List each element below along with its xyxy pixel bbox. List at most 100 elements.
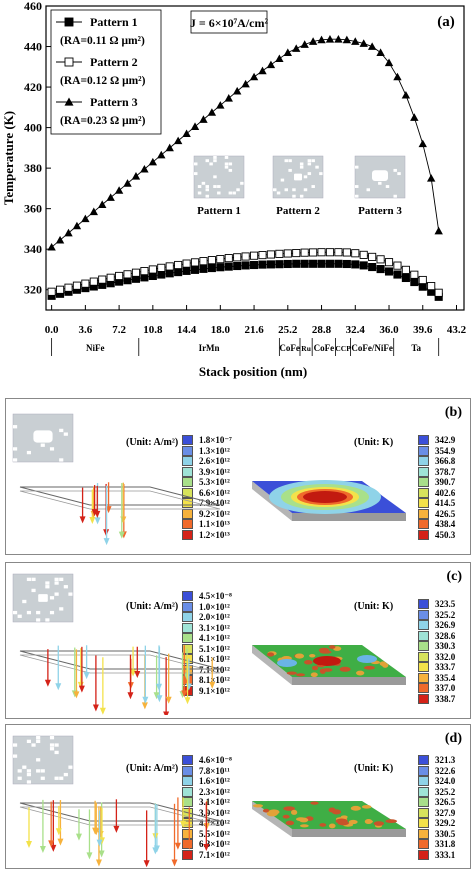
pattern-hole bbox=[26, 610, 31, 615]
current-arrow bbox=[134, 646, 141, 679]
stack-outline bbox=[19, 650, 221, 670]
data-point bbox=[190, 265, 200, 274]
pattern-hole bbox=[355, 185, 359, 188]
x-axis-label: Stack position (nm) bbox=[199, 364, 307, 379]
scale-swatch bbox=[182, 601, 193, 612]
data-point bbox=[241, 252, 250, 261]
pattern-hole bbox=[213, 175, 217, 179]
data-point bbox=[199, 115, 208, 123]
current-arrow bbox=[152, 803, 159, 855]
scale-label: 333.1 bbox=[435, 849, 456, 860]
panel-c: (c) (Unit: A/m²) 4.5×10⁻⁸ 1.0×10¹² 2.0×10¹… bbox=[5, 562, 471, 719]
scale-swatch bbox=[418, 662, 429, 673]
chart-a: 320 340 360 380 400 420 440 460 0.0 3.6 7.2 10.8 14… bbox=[1, 0, 467, 379]
data-point bbox=[249, 72, 259, 81]
scale-swatch bbox=[418, 620, 429, 631]
scale-swatch bbox=[182, 466, 193, 477]
pattern-hole bbox=[311, 159, 315, 163]
layer-label: CCP bbox=[335, 344, 351, 353]
pattern-hole bbox=[63, 585, 68, 589]
current-scale: 1.8×10⁻⁷ 1.3×10¹² 2.6×10¹² 3.9×10¹² 5.3×10¹²… bbox=[182, 435, 232, 540]
pattern-hole bbox=[303, 175, 308, 179]
scale-label: 321.3 bbox=[435, 755, 456, 766]
pattern-hole bbox=[224, 156, 229, 159]
data-point bbox=[157, 263, 166, 272]
heat-spot bbox=[319, 823, 327, 827]
panel-label: (d) bbox=[444, 731, 462, 746]
scale-label: 330.5 bbox=[435, 828, 456, 839]
scale-row: 4.1×10¹² bbox=[182, 633, 232, 644]
pattern-hole bbox=[59, 458, 64, 462]
pattern-hole bbox=[26, 772, 31, 777]
scale-label: 438.4 bbox=[435, 519, 456, 530]
scale-row: 324.0 bbox=[418, 776, 455, 787]
heat-spot bbox=[319, 668, 326, 674]
heat-spot bbox=[304, 660, 313, 665]
pattern-hole bbox=[45, 581, 50, 585]
data-point bbox=[148, 265, 157, 274]
heat-spot bbox=[319, 650, 332, 654]
data-point bbox=[292, 259, 301, 268]
scale-swatch bbox=[182, 435, 193, 446]
slab-side bbox=[292, 513, 406, 521]
data-point bbox=[283, 249, 292, 258]
pattern-hole bbox=[224, 165, 229, 169]
scale-row: 333.1 bbox=[418, 849, 456, 861]
current-arrow bbox=[99, 657, 106, 715]
heat-spot bbox=[252, 804, 264, 808]
temperature-map bbox=[252, 645, 406, 685]
heat-spot bbox=[299, 824, 309, 828]
scale-swatch bbox=[182, 849, 193, 860]
heat-spot bbox=[295, 817, 306, 822]
data-point bbox=[174, 260, 183, 270]
pattern-hole bbox=[22, 599, 27, 604]
data-point bbox=[106, 193, 115, 201]
pattern-hole bbox=[240, 181, 244, 185]
pattern-hole bbox=[213, 185, 217, 188]
pattern-hole bbox=[217, 191, 221, 195]
pattern-hole bbox=[49, 447, 55, 451]
heat-spot bbox=[356, 670, 365, 676]
data-point bbox=[148, 157, 158, 166]
temp-unit: (Unit: K) bbox=[354, 763, 394, 774]
heat-spot bbox=[311, 665, 319, 671]
scale-row: 4.6×10⁻⁸ bbox=[182, 755, 232, 766]
data-point bbox=[376, 48, 385, 56]
scale-label: 4.5×10⁻⁸ bbox=[199, 590, 232, 601]
data-point bbox=[359, 261, 368, 270]
current-arrow bbox=[86, 809, 93, 860]
pattern-hole bbox=[17, 776, 22, 780]
scale-row: 2.0×10¹² bbox=[182, 612, 232, 623]
scale-row: 328.6 bbox=[418, 630, 455, 642]
pattern-hole bbox=[54, 776, 59, 780]
pattern-hole bbox=[201, 181, 206, 185]
temp-unit: (Unit: K) bbox=[354, 437, 394, 448]
pattern-hole bbox=[288, 159, 292, 163]
heat-contour bbox=[277, 659, 297, 667]
current-arrow bbox=[39, 799, 46, 854]
layer-label: CoFe/NiFe bbox=[351, 343, 392, 353]
current-arrow bbox=[79, 487, 86, 524]
pattern-hole bbox=[31, 577, 36, 582]
data-point bbox=[216, 263, 225, 272]
stack-outline bbox=[19, 490, 221, 510]
scale-swatch bbox=[418, 508, 429, 519]
data-point bbox=[224, 254, 233, 263]
pattern-hole bbox=[54, 592, 59, 596]
scale-label: 3.1×10¹² bbox=[199, 797, 230, 808]
data-point bbox=[401, 273, 410, 283]
heat-spot bbox=[310, 672, 318, 678]
pattern-hole bbox=[59, 607, 64, 611]
x-tick-label: 14.4 bbox=[177, 324, 197, 336]
data-point bbox=[56, 285, 65, 294]
scale-swatch bbox=[418, 755, 429, 766]
data-point bbox=[72, 281, 81, 290]
data-point bbox=[89, 207, 98, 216]
data-point bbox=[199, 257, 208, 266]
x-tick-label: 28.8 bbox=[312, 324, 332, 336]
data-point bbox=[317, 248, 326, 257]
temperature-map bbox=[252, 801, 406, 837]
data-point bbox=[140, 267, 149, 276]
data-point bbox=[207, 263, 216, 273]
scale-row: 426.5 bbox=[418, 508, 455, 520]
